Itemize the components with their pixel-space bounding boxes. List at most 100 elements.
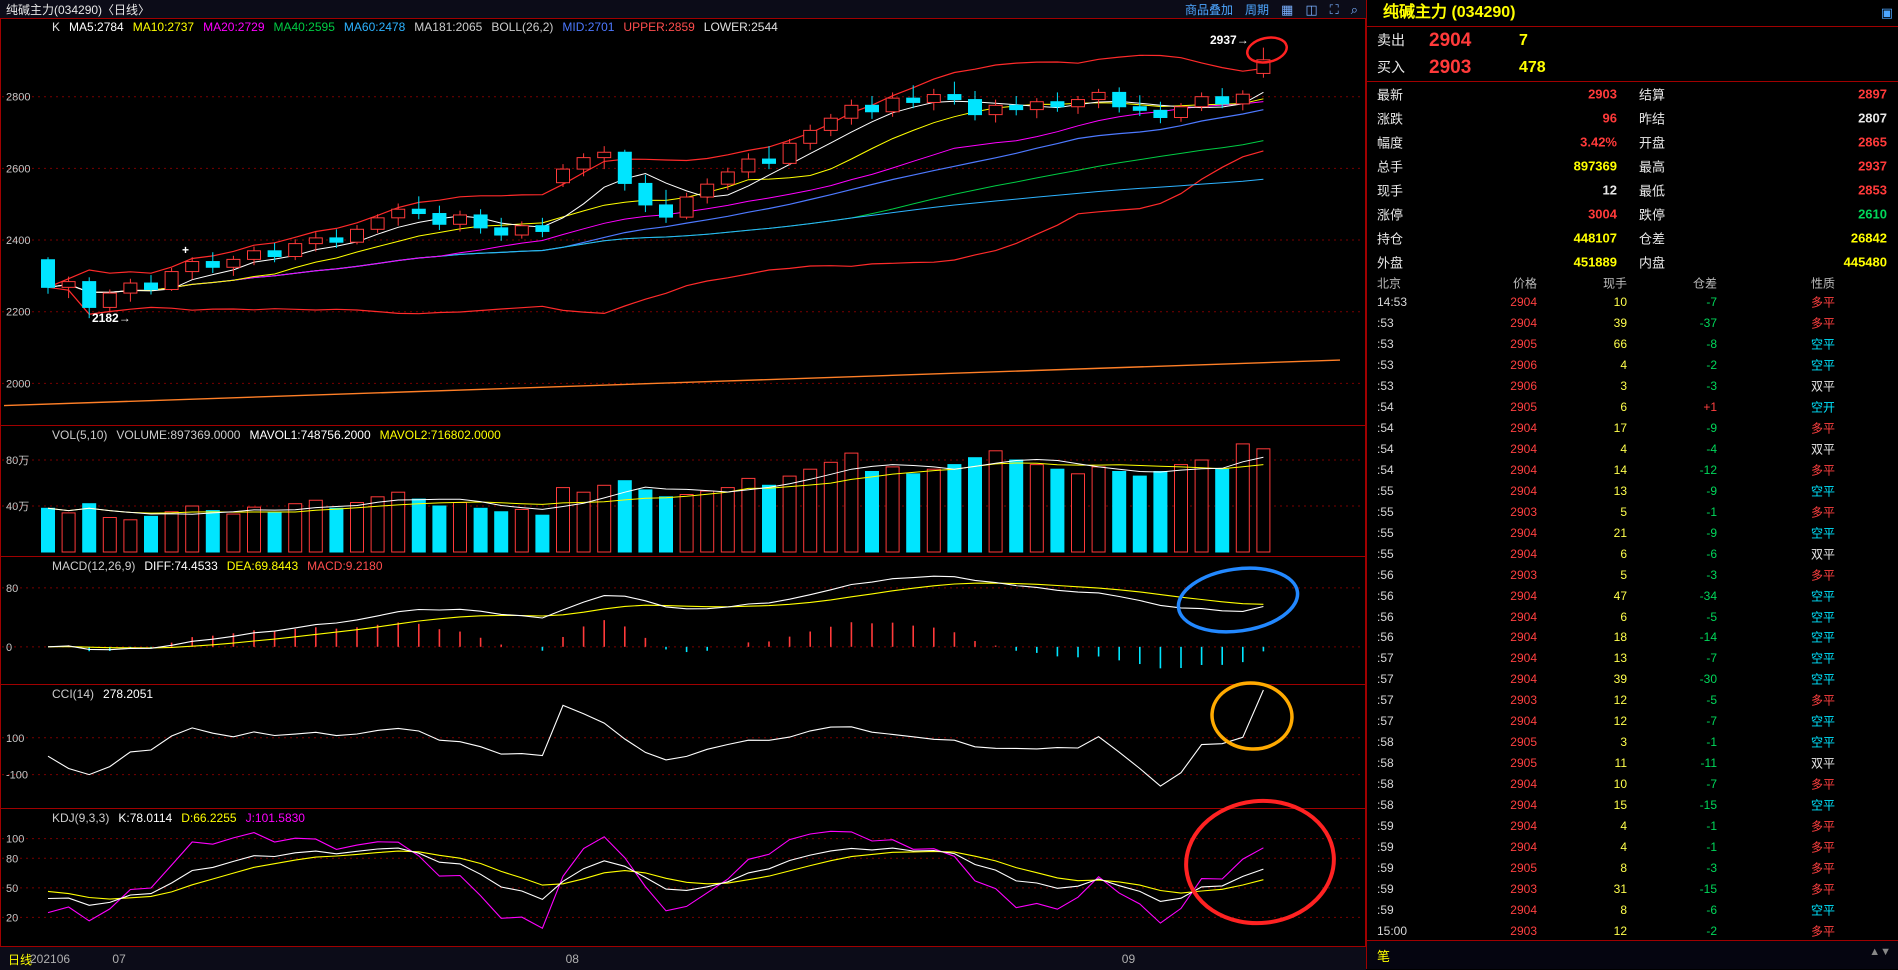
tape-cell: -37 <box>1699 316 1717 331</box>
tape-row: :59 2904 4 -1 多平 <box>1367 836 1898 857</box>
axis-tick-label: 80 <box>6 583 18 595</box>
tape-cell: 2904 <box>1510 672 1537 687</box>
tape-cell: 双平 <box>1811 379 1836 394</box>
tape-cell: 31 <box>1613 881 1627 896</box>
tape-row: :59 2903 31 -15 多平 <box>1367 878 1898 899</box>
topbar-link[interactable]: 周期 <box>1245 2 1270 17</box>
date-axis-label: 202106 <box>30 952 71 966</box>
axis-tick-label: 40万 <box>6 501 29 513</box>
info-label: 跌停 <box>1639 207 1666 223</box>
crosshair-mark: + <box>182 243 189 257</box>
tape-cell: 空平 <box>1811 526 1836 541</box>
quote-panel: 纯碱主力 (034290) ▣ 卖出 2904 7 买入 2903 478 最新… <box>1366 0 1898 969</box>
tape-cell: -7 <box>1706 295 1717 310</box>
topbar-link[interactable]: 商品叠加 <box>1184 2 1233 17</box>
chart-region[interactable]: 2800 2600 2400 2200 2000 80万 40万 80 0 100 -100 100 8… <box>0 0 1366 970</box>
tape-cell: 12 <box>1613 714 1627 729</box>
ask-row: 卖出 2904 7 <box>1367 27 1898 54</box>
tape-cell: 多平 <box>1811 505 1836 520</box>
info-value: 2853 <box>1858 182 1887 198</box>
search-icon[interactable]: ⌕ <box>1350 1 1358 17</box>
tape-cell: 空平 <box>1811 484 1836 499</box>
tape-cell: 2905 <box>1510 337 1537 352</box>
axis-tick-label: 2600 <box>6 163 30 175</box>
tape-cell: 14:53 <box>1377 295 1408 310</box>
tape-cell: 空平 <box>1811 714 1836 729</box>
indicator-value-label: MA40:2595 <box>273 20 335 34</box>
tape-row: :55 2903 5 -1 多平 <box>1367 501 1898 522</box>
tape-cell: 18 <box>1613 630 1627 645</box>
maximize-icon[interactable]: ⛶ <box>1329 1 1339 17</box>
tape-cell: -15 <box>1699 797 1717 812</box>
panel-settings-icon[interactable]: ▣ <box>1880 5 1893 20</box>
tape-cell: 2906 <box>1510 379 1537 394</box>
tape-cell: 多平 <box>1811 777 1836 792</box>
low-price-label: 2182→ <box>92 311 131 325</box>
tape-row: :57 2904 13 -7 空平 <box>1367 648 1898 669</box>
tape-cell: -15 <box>1699 881 1717 896</box>
info-value: 2937 <box>1858 158 1887 174</box>
tape-cell: 双平 <box>1811 756 1836 771</box>
tape-cell: :59 <box>1377 839 1394 854</box>
tape-cell: 空平 <box>1811 798 1836 813</box>
kline-chart[interactable]: 2800 2600 2400 2200 2000 80万 40万 80 0 100 -100 100 8… <box>0 0 1366 946</box>
info-label: 最新 <box>1377 87 1404 103</box>
indicator-value-label: MACD:9.2180 <box>307 559 383 573</box>
tape-mode-selector[interactable]: 笔 <box>1377 949 1391 964</box>
tape-row: :54 2905 6 +1 空开 <box>1367 397 1898 418</box>
tape-cell: -12 <box>1699 462 1717 477</box>
indicator-value-label: BOLL(26,2) <box>491 20 554 34</box>
indicator-value-label: KDJ(9,3,3) <box>52 811 110 825</box>
tape-cell: 2904 <box>1510 839 1537 854</box>
quote-info-grid: 最新 2903 结算 2897 涨跌 96 昨结 2807 幅度 3.42% 开盘 2865 总手 897… <box>1367 82 1898 274</box>
tape-row: 14:53 2904 10 -7 多平 <box>1367 292 1898 313</box>
tape-row: :59 2904 8 -6 空平 <box>1367 899 1898 920</box>
indicator-value-label: MAVOL1:748756.2000 <box>249 428 371 442</box>
tape-cell: :53 <box>1377 379 1394 394</box>
tape-cell: :55 <box>1377 525 1394 540</box>
tick-tape-list[interactable]: 14:53 2904 10 -7 多平:53 2904 39 -37 多平:53 2905 66 -8… <box>1367 292 1898 941</box>
tape-cell: 2905 <box>1510 735 1537 750</box>
tape-cell: 2904 <box>1510 797 1537 812</box>
main-indicator-header: K MA5:2784 MA10:2737 MA20:2729 MA40:2595 MA60… <box>52 20 787 34</box>
indicator-value-label: MA20:2729 <box>203 20 265 34</box>
kdj-indicator-header: KDJ(9,3,3) K:78.0114 D:66.2255 J:101.5830 <box>52 811 314 825</box>
tape-cell: -4 <box>1706 442 1717 457</box>
tile-windows-icon[interactable]: ▦ <box>1281 1 1294 17</box>
tape-cell: -3 <box>1706 567 1717 582</box>
info-value: 3.42% <box>1580 134 1617 150</box>
tape-row: :58 2905 3 -1 空平 <box>1367 732 1898 753</box>
split-window-icon[interactable]: ◫ <box>1305 1 1318 17</box>
axis-tick-label: 2800 <box>6 92 30 104</box>
tape-column-header: 性质 <box>1811 276 1836 291</box>
tape-row: :57 2904 39 -30 空平 <box>1367 669 1898 690</box>
tape-cell: 多平 <box>1811 819 1836 834</box>
tape-cell: -9 <box>1706 483 1717 498</box>
quote-info-row: 现手 12 最低 2853 <box>1367 178 1898 202</box>
tape-cell: 空平 <box>1811 903 1836 918</box>
indicator-value-label: MACD(12,26,9) <box>52 559 136 573</box>
info-label: 昨结 <box>1639 111 1666 127</box>
tape-cell: 5 <box>1620 567 1627 582</box>
quote-panel-header: 纯碱主力 (034290) ▣ <box>1367 0 1898 27</box>
indicator-value-label: K <box>52 20 61 34</box>
tape-row: :54 2904 17 -9 多平 <box>1367 418 1898 439</box>
tape-cell: 2905 <box>1510 400 1537 415</box>
tape-row: :53 2906 3 -3 双平 <box>1367 376 1898 397</box>
tape-cell: 2903 <box>1510 504 1537 519</box>
bid-qty: 478 <box>1519 59 1546 76</box>
tape-cell: -6 <box>1706 546 1717 561</box>
axis-tick-label: 80万 <box>6 455 29 467</box>
tape-cell: :56 <box>1377 609 1394 624</box>
quote-info-row: 外盘 451889 内盘 445480 <box>1367 250 1898 274</box>
indicator-value-label: MA10:2737 <box>132 20 195 34</box>
tape-cell: +1 <box>1703 400 1717 415</box>
tape-cell: :57 <box>1377 714 1394 729</box>
tape-cell: -5 <box>1706 609 1717 624</box>
period-selector[interactable]: 日线 <box>8 953 33 967</box>
tape-cell: :58 <box>1377 797 1394 812</box>
tape-cell: -7 <box>1706 651 1717 666</box>
tape-cell: 3 <box>1620 379 1627 394</box>
scroll-arrows-icon[interactable]: ▲▼ <box>1869 946 1891 958</box>
info-label: 现手 <box>1377 183 1404 199</box>
